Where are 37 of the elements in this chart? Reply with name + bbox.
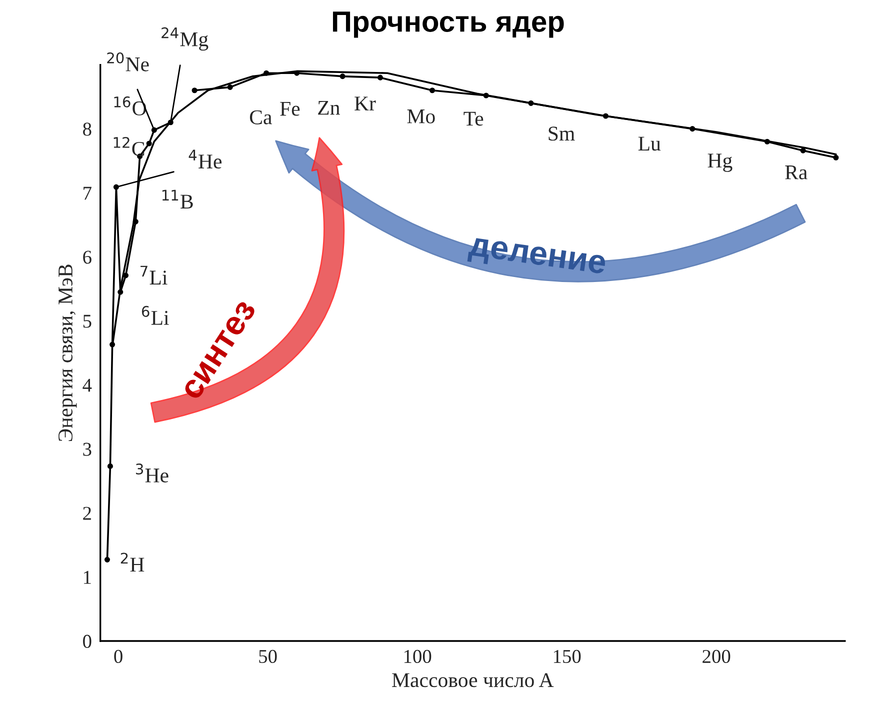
annotation: $^{20}$Ne xyxy=(107,52,149,72)
annotation: $^{24}$Mg xyxy=(162,27,208,51)
y-tick-label: 6 xyxy=(83,250,92,264)
annotation: $^{11}$B xyxy=(162,190,193,209)
annotation: Hg xyxy=(708,154,732,172)
annotation: Sm xyxy=(548,126,575,141)
x-tick-label: 100 xyxy=(404,650,432,664)
x-axis-title: Массовое число A xyxy=(392,673,554,688)
annotation: $^{4}$He xyxy=(188,150,222,169)
annotation: Fe xyxy=(280,102,300,116)
y-tick-label: 7 xyxy=(84,186,92,200)
y-tick-label: 3 xyxy=(83,442,92,456)
y-axis-title: Энергия связи, МэВ xyxy=(58,264,77,442)
annotation: Mo xyxy=(407,110,435,124)
x-tick-label: 200 xyxy=(702,650,730,664)
y-tick-label: 2 xyxy=(83,506,91,520)
annotation: $^{3}$He xyxy=(136,464,168,483)
annotation: Zn xyxy=(318,100,340,115)
annotation: $^{12}$C xyxy=(114,136,144,156)
y-tick-label: 5 xyxy=(83,314,92,328)
chart-title: Прочность ядер xyxy=(332,12,564,38)
y-tick-label: 8 xyxy=(83,122,92,136)
x-tick-label: 150 xyxy=(554,650,581,664)
y-tick-label: 0 xyxy=(83,634,92,648)
annotation: Lu xyxy=(638,136,661,151)
annotation: $^{2}$H xyxy=(120,552,144,572)
annotation: Ra xyxy=(785,166,808,180)
annotation: Te xyxy=(464,112,484,126)
annotation: Kr xyxy=(354,96,376,110)
annotation: деление xyxy=(467,237,606,280)
y-tick-label: 4 xyxy=(82,378,92,392)
x-tick-label: 0 xyxy=(114,650,122,664)
annotation: $^{6}$Li xyxy=(142,306,169,325)
annotation: Ca xyxy=(250,110,272,124)
annotation: $^{7}$Li xyxy=(140,266,168,284)
y-tick-label: 1 xyxy=(84,570,91,584)
x-tick-label: 50 xyxy=(259,650,277,664)
